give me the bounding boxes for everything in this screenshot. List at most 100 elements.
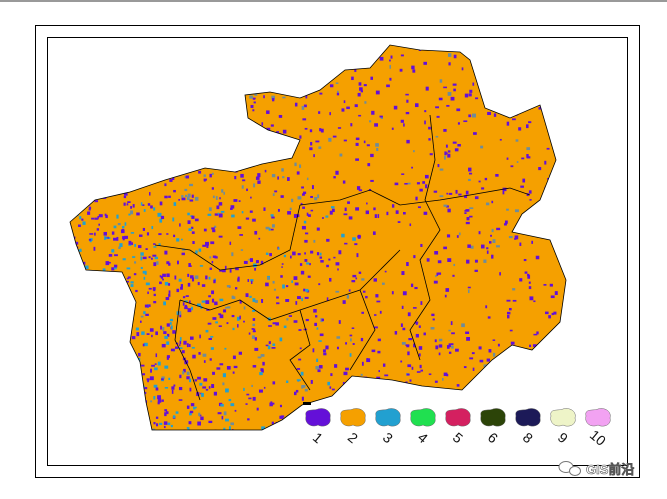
speckle xyxy=(368,412,372,415)
speckle xyxy=(131,336,136,340)
speckle xyxy=(282,129,287,134)
speckle xyxy=(199,382,203,386)
speckle xyxy=(455,348,459,352)
speckle xyxy=(344,207,347,212)
speckle xyxy=(492,352,496,357)
speckle xyxy=(205,388,209,391)
speckle xyxy=(293,276,298,280)
speckle xyxy=(253,142,256,147)
speckle xyxy=(186,427,190,430)
speckle xyxy=(149,304,151,307)
speckle xyxy=(189,88,193,92)
speckle xyxy=(555,389,559,393)
speckle xyxy=(99,282,102,286)
speckle xyxy=(376,300,381,303)
speckle xyxy=(369,120,372,123)
speckle xyxy=(181,146,185,151)
speckle xyxy=(231,314,235,318)
speckle xyxy=(325,345,329,350)
speckle xyxy=(362,290,366,293)
speckle xyxy=(92,170,97,173)
speckle xyxy=(317,194,320,199)
speckle xyxy=(224,122,228,126)
speckle xyxy=(397,221,401,223)
speckle xyxy=(546,206,549,211)
speckle xyxy=(242,56,246,59)
speckle xyxy=(178,347,183,349)
speckle xyxy=(66,158,68,161)
speckle xyxy=(446,345,450,349)
speckle xyxy=(142,134,146,136)
speckle xyxy=(126,295,130,298)
speckle xyxy=(239,120,243,124)
speckle xyxy=(329,112,331,116)
speckle xyxy=(337,90,339,95)
speckle xyxy=(351,280,356,283)
speckle xyxy=(439,168,444,171)
speckle xyxy=(461,67,464,71)
speckle xyxy=(109,316,112,319)
speckle xyxy=(217,121,220,125)
speckle xyxy=(216,367,221,370)
speckle xyxy=(474,259,478,263)
speckle xyxy=(187,282,191,287)
speckle xyxy=(70,124,73,128)
speckle xyxy=(74,66,78,71)
speckle xyxy=(150,90,154,94)
speckle xyxy=(136,385,140,390)
speckle xyxy=(467,286,471,289)
speckle xyxy=(450,321,453,326)
speckle xyxy=(150,174,154,177)
speckle xyxy=(506,208,509,211)
speckle xyxy=(147,203,151,206)
speckle xyxy=(120,172,123,177)
speckle xyxy=(452,274,455,277)
speckle xyxy=(202,386,207,389)
speckle xyxy=(536,345,541,349)
speckle xyxy=(316,252,320,256)
speckle xyxy=(143,276,146,280)
speckle xyxy=(448,62,451,66)
speckle xyxy=(320,128,324,133)
speckle xyxy=(81,114,85,117)
speckle xyxy=(135,59,138,62)
speckle xyxy=(366,202,368,205)
speckle xyxy=(76,323,78,326)
speckle xyxy=(450,96,455,101)
speckle xyxy=(144,164,147,168)
speckle xyxy=(203,178,207,181)
speckle xyxy=(306,64,310,67)
speckle xyxy=(209,358,212,361)
speckle xyxy=(209,173,212,178)
speckle xyxy=(182,248,186,251)
speckle xyxy=(183,121,186,125)
speckle xyxy=(99,87,103,90)
speckle xyxy=(534,86,538,89)
speckle xyxy=(151,60,156,65)
speckle xyxy=(70,336,75,340)
speckle xyxy=(198,352,201,355)
speckle xyxy=(319,365,323,369)
legend-swatch xyxy=(375,408,401,427)
speckle xyxy=(119,59,121,63)
speckle xyxy=(212,255,217,258)
speckle xyxy=(186,376,190,380)
speckle xyxy=(131,375,136,378)
speckle xyxy=(260,128,263,131)
speckle xyxy=(558,133,562,136)
speckle xyxy=(233,199,238,202)
speckle xyxy=(384,270,387,273)
speckle xyxy=(268,341,271,345)
speckle xyxy=(310,379,313,384)
legend-label: 2 xyxy=(345,429,361,446)
speckle xyxy=(131,171,134,175)
speckle xyxy=(341,108,345,112)
speckle xyxy=(505,107,508,112)
speckle xyxy=(203,101,206,104)
speckle xyxy=(197,77,200,82)
speckle xyxy=(344,428,348,430)
speckle xyxy=(436,272,439,276)
speckle xyxy=(541,224,546,227)
speckle xyxy=(502,187,507,192)
speckle xyxy=(110,89,114,93)
